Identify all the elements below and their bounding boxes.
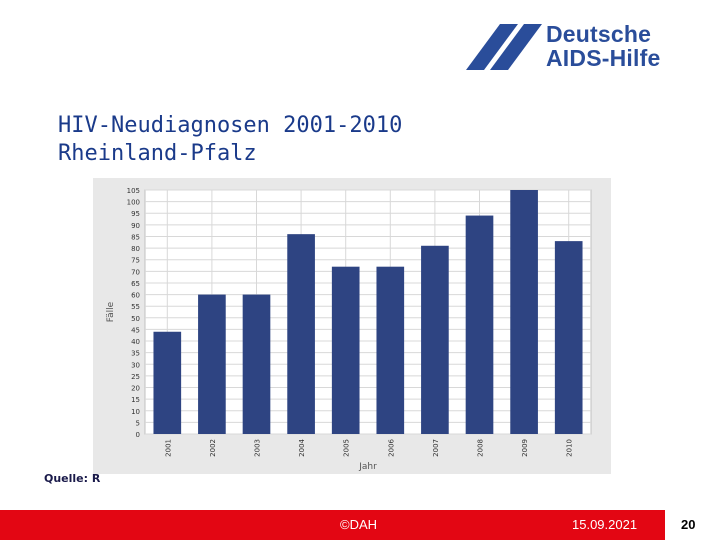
- x-tick-label: 2006: [387, 438, 395, 456]
- y-tick-label: 55: [131, 303, 140, 311]
- page-number: 20: [681, 517, 695, 532]
- y-tick-label: 25: [131, 373, 140, 381]
- y-tick-label: 0: [136, 431, 140, 439]
- y-tick-label: 5: [136, 419, 140, 427]
- y-tick-label: 105: [127, 187, 140, 195]
- y-tick-label: 35: [131, 350, 140, 358]
- y-tick-label: 15: [131, 396, 140, 404]
- bar-chart: 0 5 10 15 20 25 30 35 40 45 50 55 60 65 70 75 80 85 90 95 10…: [93, 178, 611, 474]
- y-tick-label: 85: [131, 233, 140, 241]
- logo-line2: AIDS-Hilfe: [546, 46, 660, 70]
- y-tick-label: 95: [131, 210, 140, 218]
- footer-copyright: ©DAH: [340, 517, 377, 532]
- x-axis-label: Jahr: [358, 462, 377, 472]
- y-tick-label: 50: [131, 315, 140, 323]
- logo-stripes-icon: [466, 22, 542, 72]
- x-tick-label: 2008: [477, 439, 485, 457]
- x-tick-label: 2007: [432, 439, 440, 457]
- source-text: Quelle: R: [44, 472, 100, 485]
- y-tick-label: 30: [131, 361, 140, 369]
- x-tick-label: 2001: [164, 439, 172, 457]
- logo: Deutsche AIDS-Hilfe: [466, 22, 696, 74]
- y-tick-label: 75: [131, 257, 140, 265]
- x-tick-label: 2010: [566, 439, 574, 457]
- bar-2006: [376, 267, 404, 434]
- y-tick-label: 100: [127, 199, 140, 207]
- y-tick-label: 20: [131, 385, 140, 393]
- bar-2003: [243, 295, 271, 434]
- slide-title: HIV-Neudiagnosen 2001-2010 Rheinland-Pfa…: [58, 112, 402, 168]
- x-tick-label: 2003: [254, 439, 262, 457]
- logo-text: Deutsche AIDS-Hilfe: [546, 22, 660, 70]
- y-tick-label: 40: [131, 338, 140, 346]
- bar-2002: [198, 295, 226, 434]
- bar-2004: [287, 234, 315, 434]
- x-tick-label: 2009: [521, 439, 529, 457]
- x-tick-label: 2005: [343, 439, 351, 457]
- x-tick-label: 2002: [209, 439, 217, 457]
- logo-line1: Deutsche: [546, 22, 660, 46]
- bar-2005: [332, 267, 360, 434]
- y-tick-label: 90: [131, 222, 140, 230]
- y-tick-label: 80: [131, 245, 140, 253]
- bar-2009: [510, 190, 538, 434]
- footer: ©DAH 15.09.2021 20: [0, 510, 720, 540]
- bar-2007: [421, 246, 449, 434]
- bar-2010: [555, 241, 583, 434]
- y-tick-label: 65: [131, 280, 140, 288]
- footer-date: 15.09.2021: [572, 517, 637, 532]
- y-axis-label: Fälle: [106, 301, 116, 322]
- y-tick-label: 60: [131, 292, 140, 300]
- y-tick-label: 10: [131, 408, 140, 416]
- x-tick-label: 2004: [298, 438, 306, 456]
- title-line1: HIV-Neudiagnosen 2001-2010: [58, 112, 402, 140]
- bar-2008: [466, 216, 494, 434]
- bar-2001: [153, 332, 181, 434]
- title-line2: Rheinland-Pfalz: [58, 140, 402, 168]
- y-tick-label: 45: [131, 326, 140, 334]
- footer-bar: [0, 510, 665, 540]
- y-tick-label: 70: [131, 268, 140, 276]
